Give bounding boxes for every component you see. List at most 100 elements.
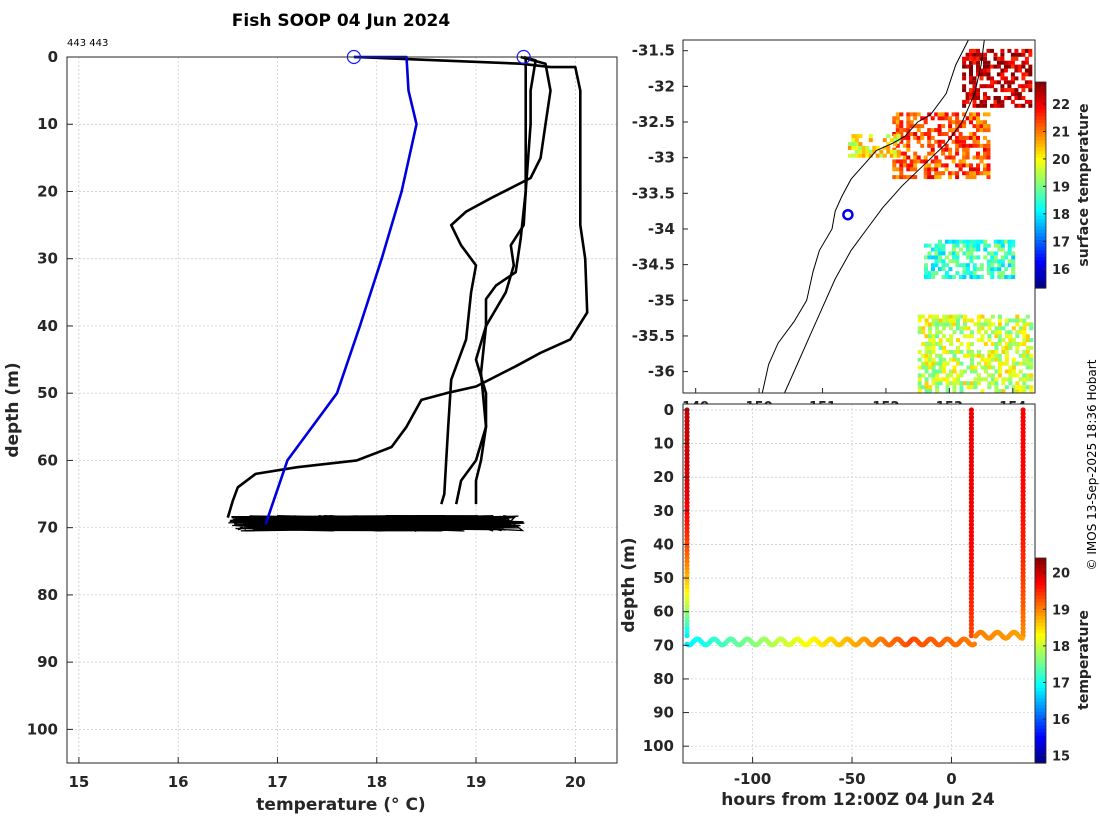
colorbar-segment bbox=[1035, 116, 1046, 121]
sst-pixel bbox=[976, 56, 980, 61]
ts-cast-point bbox=[968, 425, 975, 432]
sst-pixel bbox=[1018, 326, 1023, 331]
sst-pixel bbox=[927, 271, 932, 276]
sst-pixel bbox=[965, 116, 970, 121]
sst-pixel bbox=[969, 56, 973, 61]
ts-cast-point bbox=[968, 499, 975, 506]
sst-pixel bbox=[1000, 259, 1005, 264]
sst-pixel bbox=[941, 171, 946, 176]
sst-pixel bbox=[955, 259, 960, 264]
sst-pixel bbox=[1025, 353, 1030, 358]
sst-pixel bbox=[899, 167, 904, 172]
sst-pixel bbox=[868, 149, 873, 154]
sst-pixel bbox=[972, 112, 977, 117]
sst-pixel bbox=[990, 255, 995, 260]
sst-pixel bbox=[976, 68, 980, 73]
sst-pixel bbox=[972, 99, 977, 104]
colorbar-segment bbox=[1035, 622, 1046, 627]
sst-pixel bbox=[916, 128, 921, 133]
sst-pixel bbox=[1018, 377, 1023, 382]
sst-pixel bbox=[913, 159, 918, 164]
sst-pixel bbox=[941, 263, 946, 268]
sst-pixel bbox=[865, 145, 870, 150]
sst-pixel bbox=[886, 134, 891, 139]
sst-pixel bbox=[945, 322, 950, 327]
sst-pixel bbox=[949, 318, 954, 323]
ts-cast-point bbox=[1020, 573, 1026, 580]
sst-pixel bbox=[913, 155, 918, 160]
ts-cast-point bbox=[1020, 533, 1026, 539]
sst-pixel bbox=[986, 175, 991, 180]
sst-pixel bbox=[979, 155, 984, 160]
ts-cast-point bbox=[1020, 437, 1026, 443]
sst-pixel bbox=[889, 149, 894, 154]
sst-pixel bbox=[944, 275, 949, 279]
sst-pixel bbox=[909, 112, 914, 117]
sst-pixel bbox=[1017, 84, 1022, 89]
shelf-contour-path bbox=[784, 39, 985, 394]
sst-pixel bbox=[924, 345, 929, 350]
ts-cast-point bbox=[968, 577, 975, 583]
sst-pixel bbox=[997, 353, 1002, 358]
sst-pixel bbox=[944, 255, 949, 260]
profile-ytick-label: 30 bbox=[37, 250, 58, 268]
sst-pixel bbox=[983, 147, 987, 152]
sst-pixel bbox=[921, 330, 926, 335]
profile-ytick-label: 90 bbox=[37, 653, 58, 671]
sst-pixel bbox=[1007, 88, 1012, 93]
sst-pixel bbox=[941, 267, 946, 272]
sst-pixel bbox=[1024, 68, 1029, 73]
sst-pixel bbox=[962, 76, 967, 81]
sst-pixel bbox=[851, 142, 856, 146]
sst-pixel bbox=[916, 124, 921, 129]
sst-pixel bbox=[962, 72, 967, 77]
colorbar-segment bbox=[1035, 578, 1046, 583]
sst-pixel bbox=[928, 361, 933, 366]
sst-pixel bbox=[942, 322, 947, 327]
colorbar-segment bbox=[1035, 653, 1046, 658]
sst-pixel bbox=[1007, 80, 1012, 85]
sst-pixel bbox=[990, 342, 995, 346]
sst-pixel bbox=[965, 239, 970, 244]
sst-pixel bbox=[979, 128, 984, 133]
sst-pixel bbox=[927, 167, 932, 172]
colorbar-segment bbox=[1035, 284, 1046, 289]
profile-xtick-label: 15 bbox=[68, 773, 89, 791]
sst-pixel bbox=[990, 84, 994, 89]
sst-pixel bbox=[937, 159, 942, 164]
colorbar-segment bbox=[1035, 715, 1046, 720]
sst-pixel bbox=[963, 353, 967, 358]
sst-pixel bbox=[952, 353, 957, 358]
sst-pixel bbox=[983, 56, 987, 61]
sst-pixel bbox=[1010, 99, 1015, 104]
sst-pixel bbox=[928, 322, 933, 327]
ts-ytick-label: 20 bbox=[653, 468, 674, 486]
sst-pixel bbox=[1015, 330, 1020, 335]
sst-pixel bbox=[928, 389, 933, 394]
sst-pixel bbox=[935, 334, 940, 339]
sst-pixel bbox=[997, 389, 1002, 394]
sst-pixel bbox=[952, 389, 957, 394]
sst-pixel bbox=[972, 155, 977, 160]
sst-pixel bbox=[959, 349, 964, 354]
sst-pixel bbox=[875, 153, 880, 158]
timeseries-ticks: -100 -50 0 0 10 20 30 40 50 60 70 80 90 100 bbox=[643, 401, 957, 788]
sst-pixel bbox=[847, 145, 852, 150]
ts-cast-point bbox=[1020, 451, 1026, 457]
ts-cast-point bbox=[684, 533, 690, 539]
ts-cast-point bbox=[1020, 536, 1026, 543]
sst-pixel bbox=[1022, 381, 1027, 386]
sst-pixel bbox=[1029, 361, 1034, 366]
sst-pixel bbox=[928, 314, 933, 319]
sst-pixel bbox=[1014, 96, 1019, 100]
profile-ticks: 15 16 17 18 19 20 0 10 20 30 40 50 60 70 80 90 100 bbox=[27, 48, 586, 791]
colorbar-segment bbox=[1035, 191, 1046, 196]
sst-pixel bbox=[1029, 385, 1034, 390]
sst-pixel bbox=[899, 124, 904, 129]
sst-pixel bbox=[959, 342, 964, 346]
sst-pixel bbox=[972, 243, 977, 248]
sst-pixel bbox=[935, 369, 940, 374]
sst-pixel bbox=[955, 124, 960, 129]
sst-pixel bbox=[990, 259, 995, 264]
